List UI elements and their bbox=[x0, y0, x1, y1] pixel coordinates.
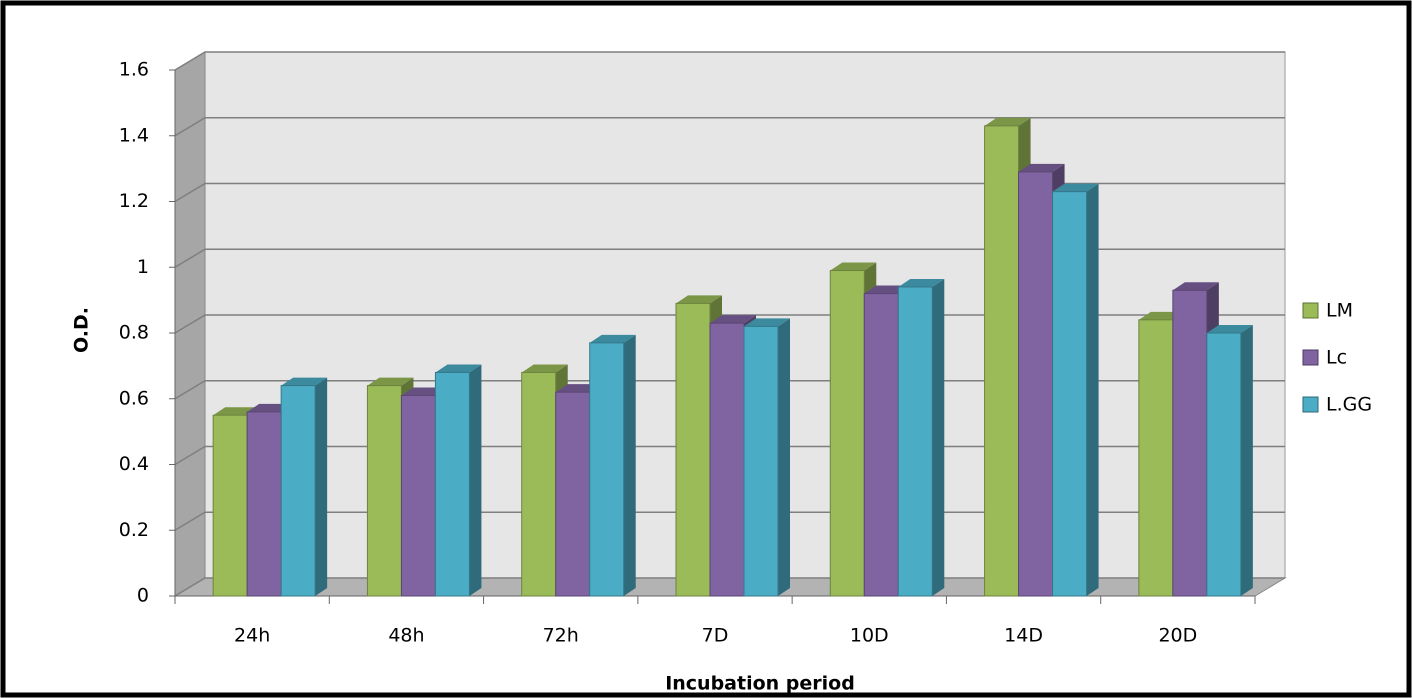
bar-top bbox=[744, 318, 790, 327]
bar-side bbox=[623, 334, 636, 596]
bar-front bbox=[829, 270, 865, 597]
x-tick-label: 48h bbox=[388, 625, 424, 647]
x-axis-title: Incubation period bbox=[665, 673, 855, 695]
bar bbox=[743, 318, 790, 597]
y-tick-label: 1.2 bbox=[119, 190, 149, 212]
bar-top bbox=[435, 364, 482, 373]
x-tick-label: 10D bbox=[850, 625, 889, 647]
bar-front bbox=[1172, 289, 1208, 597]
y-tick-label: 0.2 bbox=[119, 519, 149, 541]
y-tick-label: 1.6 bbox=[119, 59, 149, 81]
grid-line bbox=[174, 248, 1285, 268]
bar-side bbox=[469, 364, 482, 596]
bar-front bbox=[984, 125, 1020, 597]
legend-swatch bbox=[1302, 302, 1319, 319]
bar-front bbox=[709, 322, 745, 597]
x-tick-label: 24h bbox=[234, 625, 270, 647]
bar bbox=[434, 364, 482, 597]
bar-top bbox=[898, 278, 945, 287]
bar bbox=[1052, 183, 1099, 597]
bar-side bbox=[1086, 183, 1099, 596]
bar-front bbox=[1018, 171, 1054, 597]
y-tick-label: 1.4 bbox=[119, 124, 149, 146]
bar-top bbox=[830, 262, 877, 271]
grid-line bbox=[174, 182, 1285, 203]
bar bbox=[280, 377, 328, 597]
legend-swatch bbox=[1302, 396, 1319, 413]
bar bbox=[589, 334, 636, 597]
legend-label: LM bbox=[1326, 300, 1353, 322]
bar-front bbox=[212, 414, 248, 597]
x-tick-label: 72h bbox=[543, 625, 579, 647]
bar-front bbox=[521, 371, 557, 597]
legend-label: L.GG bbox=[1326, 394, 1372, 416]
grid-line bbox=[174, 117, 1285, 137]
bar-front bbox=[246, 411, 282, 597]
bar-front bbox=[863, 293, 899, 597]
bar-side bbox=[778, 318, 790, 596]
legend-swatch bbox=[1302, 349, 1319, 366]
legend-label: Lc bbox=[1326, 347, 1347, 369]
bar-front bbox=[897, 286, 933, 597]
bar-front bbox=[366, 385, 402, 597]
grid-line bbox=[174, 51, 1285, 71]
bar-top bbox=[1206, 325, 1253, 333]
bar-side bbox=[1240, 325, 1253, 596]
bar bbox=[1206, 325, 1253, 597]
x-tick-label: 14D bbox=[1004, 625, 1043, 647]
bar-top bbox=[984, 117, 1031, 126]
bar-top bbox=[521, 364, 568, 373]
bar-front bbox=[743, 325, 779, 597]
y-tick-label: 0.8 bbox=[119, 322, 149, 344]
x-tick-label: 7D bbox=[702, 625, 729, 647]
bar-top bbox=[1018, 163, 1065, 172]
bar-front bbox=[589, 342, 625, 597]
bar-front bbox=[1138, 319, 1174, 597]
bar-front bbox=[1206, 332, 1242, 597]
y-axis-title: O.D. bbox=[71, 307, 93, 353]
bar-front bbox=[400, 394, 436, 597]
bar-side bbox=[932, 278, 945, 596]
bar-front bbox=[675, 302, 711, 597]
y-tick-label: 1 bbox=[137, 256, 149, 278]
bar-front bbox=[555, 391, 591, 597]
bar-front bbox=[434, 371, 470, 597]
x-tick-label: 20D bbox=[1158, 625, 1197, 647]
bar-side bbox=[315, 377, 328, 596]
bar-top bbox=[367, 377, 414, 386]
bar-front bbox=[1052, 191, 1088, 597]
bar-top bbox=[1172, 282, 1219, 291]
bar bbox=[897, 278, 945, 597]
bar-front bbox=[280, 385, 316, 597]
bar-top bbox=[281, 377, 328, 386]
bar-top bbox=[710, 315, 756, 324]
bar-top bbox=[589, 334, 636, 343]
y-tick-label: 0 bbox=[137, 585, 149, 607]
bar-top bbox=[1052, 183, 1099, 192]
bar-top bbox=[676, 295, 722, 304]
y-tick-label: 0.4 bbox=[119, 453, 149, 475]
y-tick-label: 0.6 bbox=[119, 387, 149, 409]
